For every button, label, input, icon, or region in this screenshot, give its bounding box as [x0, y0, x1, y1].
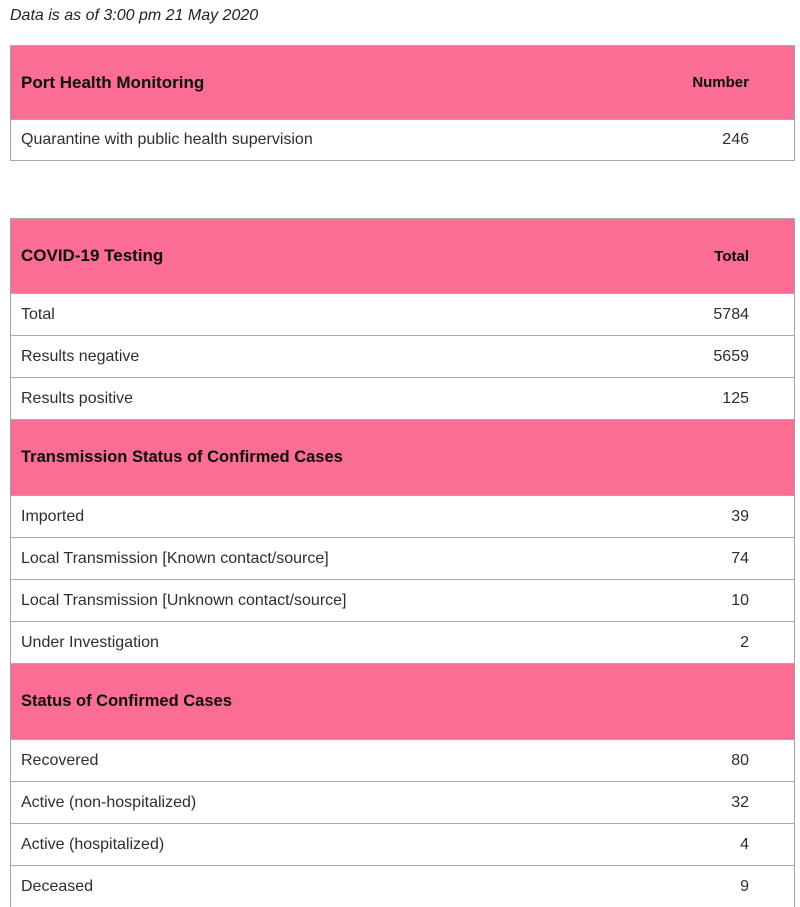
data-as-of-note: Data is as of 3:00 pm 21 May 2020 — [10, 7, 259, 24]
table-row: Active (hospitalized) 4 — [10, 823, 795, 866]
row-label: Local Transmission [Known contact/source… — [10, 537, 660, 580]
testing-table-header-row: COVID-19 Testing Total — [10, 218, 795, 294]
testing-table-col-header: Total — [659, 218, 795, 294]
row-label: Active (non-hospitalized) — [10, 781, 660, 824]
row-label: Total — [10, 293, 660, 336]
row-label: Recovered — [10, 739, 660, 782]
table-row: Results positive 125 — [10, 377, 795, 420]
row-value: 246 — [659, 119, 795, 161]
status-section-header-row: Status of Confirmed Cases — [10, 663, 795, 740]
row-label: Under Investigation — [10, 621, 660, 664]
port-table-col-header: Number — [659, 45, 795, 120]
table-row: Active (non-hospitalized) 32 — [10, 781, 795, 824]
row-value: 10 — [659, 579, 795, 622]
row-value: 32 — [659, 781, 795, 824]
row-value: 2 — [659, 621, 795, 664]
table-row: Results negative 5659 — [10, 335, 795, 378]
row-value: 74 — [659, 537, 795, 580]
port-table-header-row: Port Health Monitoring Number — [10, 45, 795, 120]
section-title: Transmission Status of Confirmed Cases — [10, 419, 795, 496]
covid-testing-table: COVID-19 Testing Total Total 5784 Result… — [10, 218, 795, 907]
row-label: Deceased — [10, 865, 660, 907]
row-value: 39 — [659, 495, 795, 538]
transmission-section-header-row: Transmission Status of Confirmed Cases — [10, 419, 795, 496]
row-label: Quarantine with public health supervisio… — [10, 119, 660, 161]
table-row: Deceased 9 — [10, 865, 795, 907]
row-label: Results negative — [10, 335, 660, 378]
table-row: Imported 39 — [10, 495, 795, 538]
row-label: Local Transmission [Unknown contact/sour… — [10, 579, 660, 622]
table-row: Quarantine with public health supervisio… — [10, 119, 795, 161]
row-value: 4 — [659, 823, 795, 866]
row-value: 125 — [659, 377, 795, 420]
row-value: 80 — [659, 739, 795, 782]
row-value: 9 — [659, 865, 795, 907]
port-table-title: Port Health Monitoring — [10, 45, 660, 120]
port-health-monitoring-table: Port Health Monitoring Number Quarantine… — [10, 45, 795, 161]
row-value: 5659 — [659, 335, 795, 378]
row-label: Active (hospitalized) — [10, 823, 660, 866]
table-row: Total 5784 — [10, 293, 795, 336]
section-title: Status of Confirmed Cases — [10, 663, 795, 740]
row-label: Results positive — [10, 377, 660, 420]
row-label: Imported — [10, 495, 660, 538]
row-value: 5784 — [659, 293, 795, 336]
table-row: Local Transmission [Known contact/source… — [10, 537, 795, 580]
table-row: Recovered 80 — [10, 739, 795, 782]
table-row: Under Investigation 2 — [10, 621, 795, 664]
table-row: Local Transmission [Unknown contact/sour… — [10, 579, 795, 622]
testing-table-title: COVID-19 Testing — [10, 218, 660, 294]
